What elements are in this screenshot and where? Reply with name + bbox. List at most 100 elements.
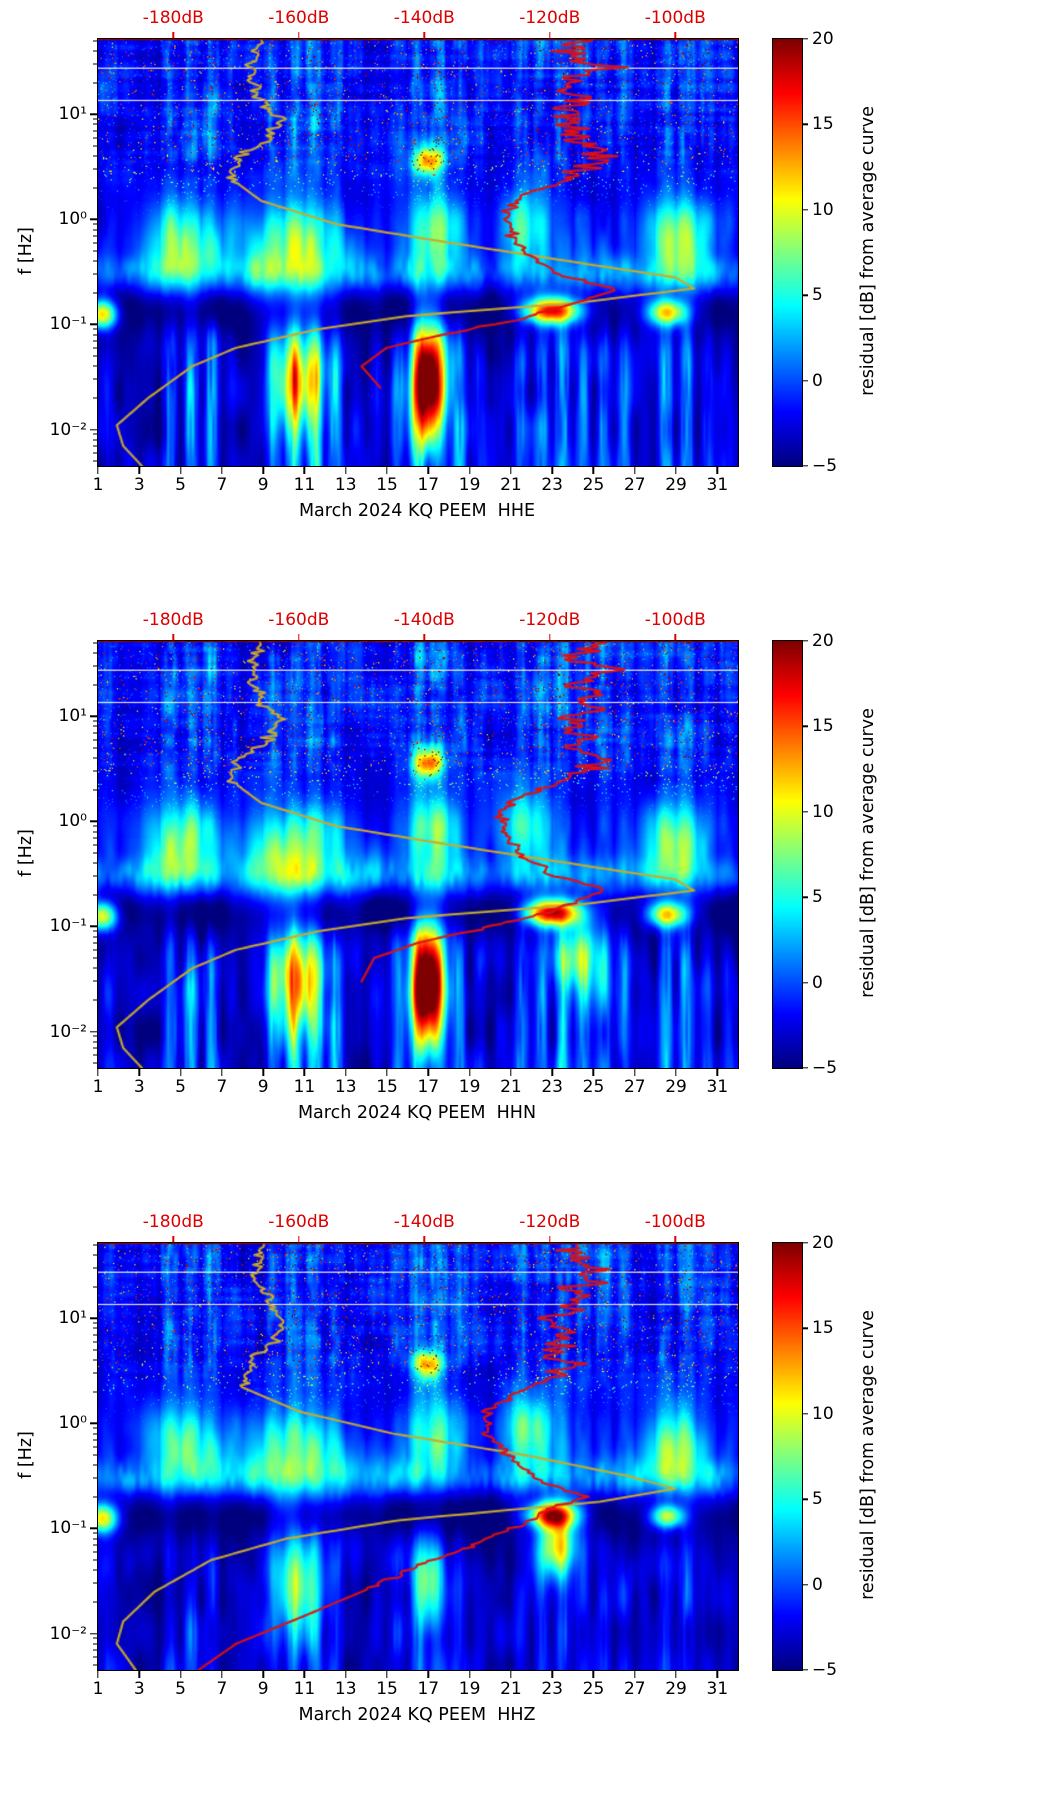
y-minor-tick xyxy=(93,1643,97,1645)
y-tick-label: 10¹ xyxy=(58,706,87,727)
top-tick-label: -120dB xyxy=(519,1212,581,1232)
colorbar-tick-label: 20 xyxy=(812,631,834,651)
x-tick xyxy=(179,467,182,474)
x-tick-label: 25 xyxy=(582,1679,605,1699)
top-tick xyxy=(674,634,676,640)
x-tick-label: 11 xyxy=(293,475,316,495)
x-tick xyxy=(675,467,677,474)
y-minor-tick xyxy=(93,936,97,938)
y-minor-tick xyxy=(93,1267,97,1269)
spectrogram-canvas xyxy=(98,39,738,466)
colorbar-tick xyxy=(802,1067,808,1069)
y-minor-tick xyxy=(93,862,97,864)
x-tick-label: 23 xyxy=(541,1077,564,1097)
y-tick xyxy=(90,428,97,431)
y-minor-tick xyxy=(93,1041,97,1043)
x-tick xyxy=(468,467,471,474)
colorbar-tick-label: 20 xyxy=(812,29,834,49)
y-tick xyxy=(90,113,97,115)
y-minor-tick xyxy=(93,1559,97,1561)
y-minor-tick xyxy=(93,739,97,741)
colorbar-tick xyxy=(802,209,808,211)
y-minor-tick xyxy=(93,137,97,139)
colorbar-tick xyxy=(802,1242,808,1244)
colorbar-tick xyxy=(802,896,808,898)
x-tick-label: 27 xyxy=(623,1077,646,1097)
top-tick-label: -100dB xyxy=(644,1212,706,1232)
y-minor-tick xyxy=(93,439,97,441)
y-minor-tick xyxy=(93,155,97,157)
colorbar-tick xyxy=(802,379,808,382)
colorbar-tick xyxy=(802,811,808,813)
y-tick xyxy=(90,820,97,823)
x-tick xyxy=(345,467,347,474)
x-tick xyxy=(551,467,553,474)
colorbar-tick-label: 5 xyxy=(812,887,823,908)
x-tick xyxy=(303,1671,306,1678)
x-tick xyxy=(262,1671,264,1678)
y-minor-tick xyxy=(93,355,97,357)
x-tick-label: 9 xyxy=(257,1077,269,1097)
y-minor-tick xyxy=(93,1649,97,1651)
top-tick-label: -160dB xyxy=(268,1212,330,1232)
colorbar-tick xyxy=(802,1669,808,1671)
y-minor-tick xyxy=(93,187,97,189)
y-tick-label: 10⁰ xyxy=(58,811,87,832)
top-tick-label: -120dB xyxy=(519,8,581,28)
x-tick xyxy=(138,1069,140,1076)
top-tick xyxy=(423,32,425,38)
y-minor-tick xyxy=(93,1334,97,1336)
y-minor-tick xyxy=(93,433,97,435)
y-tick xyxy=(90,1030,97,1033)
x-tick xyxy=(510,467,512,474)
x-tick-label: 31 xyxy=(706,1077,729,1097)
x-tick-label: 23 xyxy=(541,475,564,495)
colorbar-tick-label: 15 xyxy=(812,114,834,135)
x-tick-label: 29 xyxy=(665,1679,687,1699)
colorbar-tick xyxy=(802,725,808,728)
spectrogram-plot: -180dB -160dB -140dB -120dB -100dB 10⁻² 10⁻¹ 1… xyxy=(50,8,739,495)
y-tick-label: 10⁻² xyxy=(49,1021,87,1042)
x-tick xyxy=(675,1069,677,1076)
x-tick xyxy=(716,1069,719,1076)
colorbar: 20 15 10 5 0 −5 xyxy=(772,29,837,476)
top-tick-label: -120dB xyxy=(519,610,581,630)
x-tick-label: 19 xyxy=(458,475,481,495)
x-tick xyxy=(221,1671,223,1678)
y-minor-tick xyxy=(93,273,97,275)
x-axis-label: March 2024 KQ PEEM HHE xyxy=(298,501,536,521)
x-tick xyxy=(510,1671,512,1678)
colorbar-tick-label: 5 xyxy=(812,285,823,306)
x-tick xyxy=(97,1069,99,1076)
y-minor-tick xyxy=(93,40,97,42)
y-axis-label: f [Hz] xyxy=(16,1431,36,1479)
y-minor-tick xyxy=(93,720,97,722)
y-minor-tick xyxy=(93,1477,97,1479)
colorbar-tick-label: 0 xyxy=(812,370,823,391)
colorbar-tick xyxy=(802,1327,808,1330)
y-tick-label: 10⁻² xyxy=(49,1623,87,1644)
y-minor-tick xyxy=(93,347,97,349)
colorbar-tick-label: 10 xyxy=(812,801,834,822)
y-minor-tick xyxy=(93,1532,97,1534)
y-tick-label: 10⁰ xyxy=(58,1413,87,1434)
y-minor-tick xyxy=(93,63,97,65)
y-minor-tick xyxy=(93,328,97,330)
y-minor-tick xyxy=(93,732,97,734)
y-tick xyxy=(90,218,97,221)
y-minor-tick xyxy=(93,168,97,170)
y-minor-tick xyxy=(93,1637,97,1639)
y-tick xyxy=(90,323,97,326)
y-minor-tick xyxy=(93,130,97,132)
x-tick-label: 5 xyxy=(175,475,186,495)
colorbar-canvas xyxy=(773,39,802,466)
x-tick-label: 3 xyxy=(133,1077,145,1097)
y-minor-tick xyxy=(93,831,97,833)
y-minor-tick xyxy=(93,292,97,294)
x-tick xyxy=(262,1069,264,1076)
x-tick-label: 17 xyxy=(417,1679,440,1699)
top-tick-label: -180dB xyxy=(142,8,204,28)
x-tick-label: 19 xyxy=(458,1077,481,1097)
x-tick xyxy=(138,1671,140,1678)
y-minor-tick xyxy=(93,747,97,749)
